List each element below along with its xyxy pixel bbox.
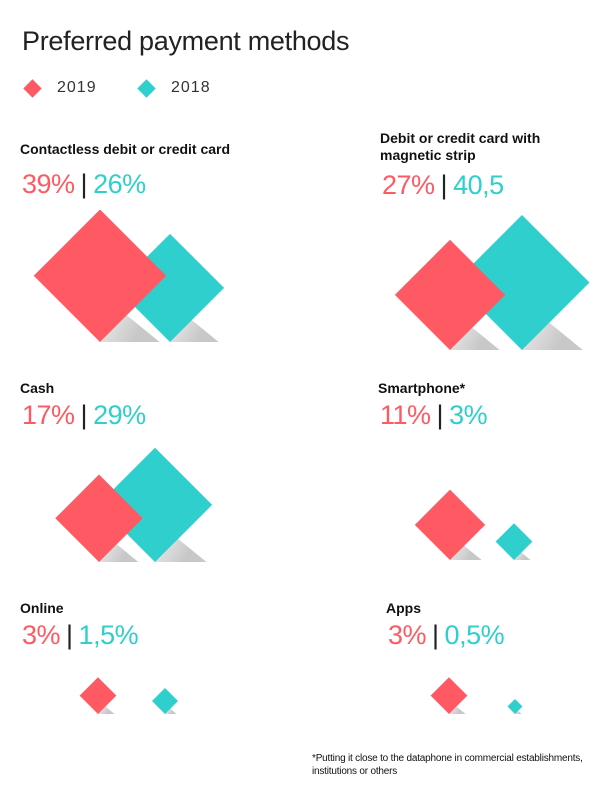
value-label-2019: 27% — [382, 170, 435, 200]
category-label-line: Apps — [386, 600, 421, 616]
category-label: Online — [20, 600, 64, 617]
bar-2019 — [414, 489, 486, 560]
value-label-2018: 26% — [93, 169, 146, 199]
bar-2019 — [33, 209, 167, 342]
category-label-line: Cash — [20, 380, 55, 396]
bar-2018 — [454, 215, 590, 350]
value-label-2019: 39% — [22, 169, 75, 199]
bar-2019 — [394, 239, 506, 350]
bar-2018 — [507, 699, 523, 714]
value-label-2018: 0,5% — [444, 620, 505, 650]
value-labels: 3% | 1,5% — [22, 620, 139, 651]
value-label-2019: 11% — [380, 400, 431, 430]
category-label: Contactless debit or credit card — [20, 141, 230, 158]
category-label: Smartphone* — [378, 380, 465, 397]
value-label-2019: 3% — [388, 620, 427, 650]
value-label-2018: 29% — [93, 400, 146, 430]
value-separator: | — [440, 170, 448, 200]
legend-2018: 2018 — [137, 78, 211, 98]
category-label-line: Smartphone* — [378, 380, 466, 396]
category-label-line: Contactless debit or credit card — [20, 141, 231, 157]
legend-2019: 2019 — [23, 78, 97, 98]
value-label-2018: 3% — [449, 400, 488, 430]
legend-2019-label: 2019 — [57, 79, 97, 96]
value-label-2019: 17% — [22, 400, 75, 430]
bar-2019 — [430, 677, 468, 714]
category-label-line: Debit or credit card with — [380, 130, 541, 146]
value-separator: | — [80, 400, 88, 430]
legend-2018-label: 2018 — [171, 79, 211, 96]
category-label: Apps — [386, 600, 421, 617]
value-separator: | — [66, 620, 73, 650]
category-label-line: magnetic strip — [380, 147, 476, 163]
value-label-2018: 1,5% — [78, 620, 139, 650]
value-label-2018: 40,5 — [453, 170, 504, 200]
category-label: Debit or credit card with magnetic strip — [380, 130, 540, 164]
bar-2018 — [152, 688, 178, 714]
bar-2019 — [79, 677, 117, 714]
value-labels: 39% | 26% — [22, 169, 146, 200]
value-labels: 17% | 29% — [22, 400, 146, 431]
value-separator: | — [436, 400, 444, 430]
value-label-2019: 3% — [22, 620, 61, 650]
category-label-line: Online — [20, 600, 64, 616]
value-separator: | — [432, 620, 439, 650]
category-label: Cash — [20, 380, 54, 397]
value-labels: 3% | 0,5% — [388, 620, 505, 651]
bar-2018 — [495, 523, 533, 560]
bar-2019 — [55, 474, 143, 562]
chart-title: Preferred payment methods — [22, 26, 350, 56]
value-separator: | — [80, 169, 88, 199]
value-labels: 27% | 40,5 — [382, 170, 504, 201]
value-labels: 11% | 3% — [380, 400, 488, 431]
footnote: *Putting it close to the dataphone in co… — [312, 753, 583, 777]
